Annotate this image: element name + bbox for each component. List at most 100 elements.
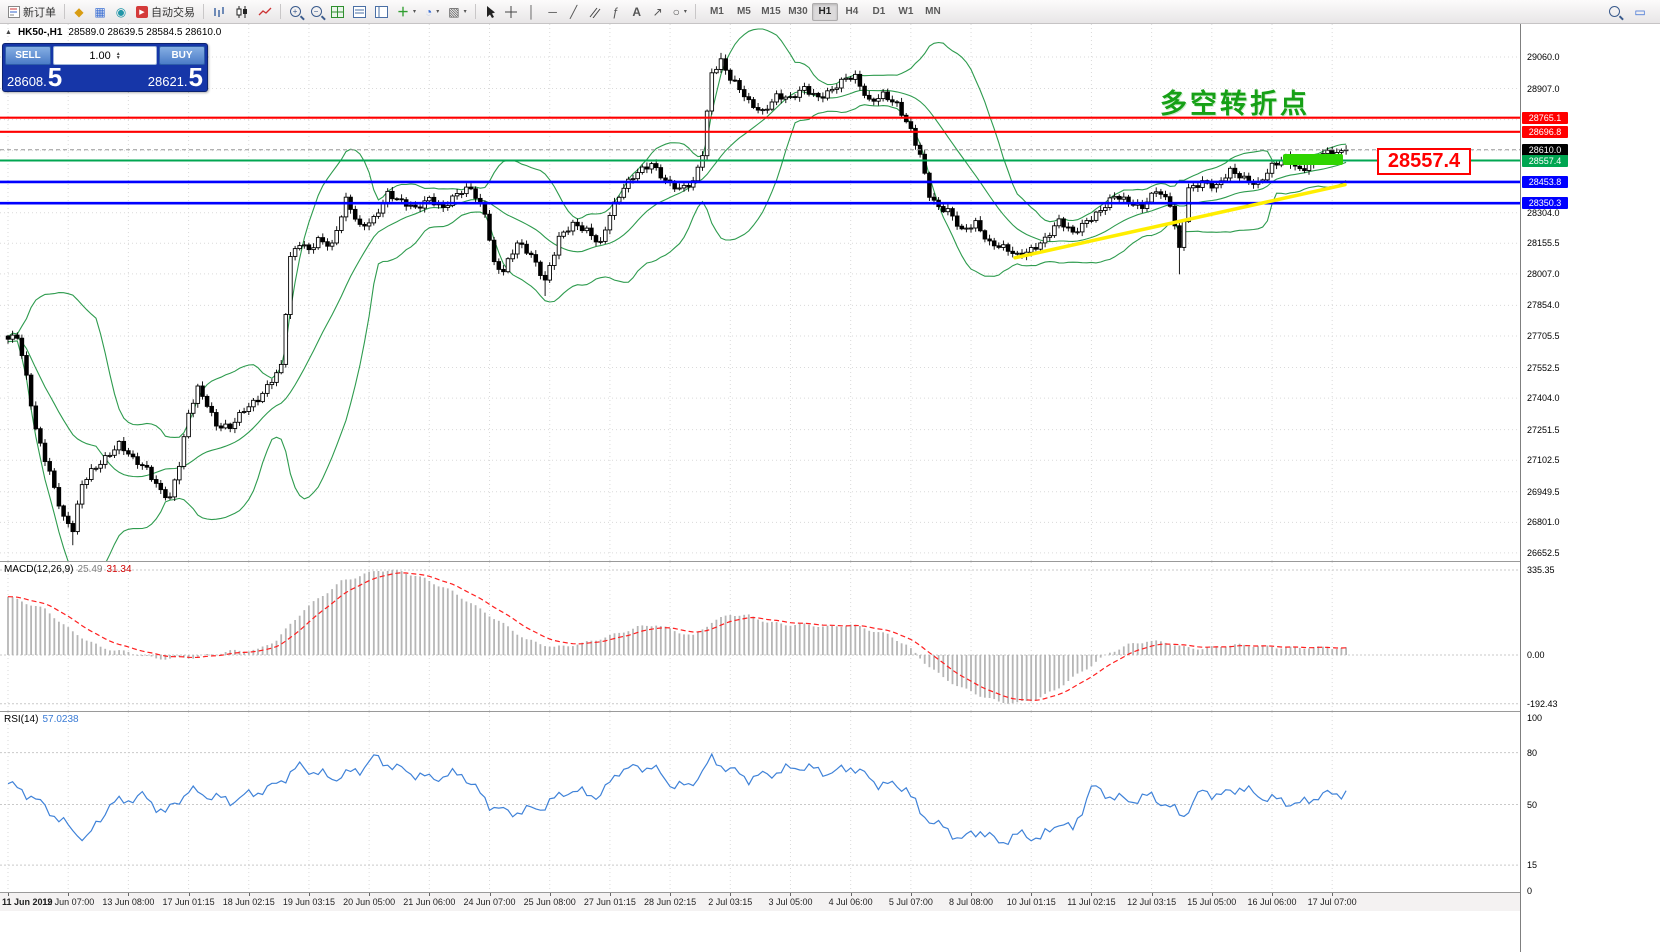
arrow-tool-button[interactable]: ↗	[648, 2, 668, 22]
price-axis-label: 27404.0	[1527, 393, 1560, 404]
zoom-in-button[interactable]: +	[285, 2, 305, 22]
time-axis-label: 17 Jul 07:00	[1307, 897, 1357, 907]
timeframe-w1-button[interactable]: W1	[898, 6, 914, 17]
chart-column: ▲ HK50-,H1 28589.0 28639.5 28584.5 28610…	[0, 24, 1520, 952]
main-chart-canvas[interactable]	[0, 24, 1520, 561]
templates-button[interactable]: ▧ ▾	[444, 2, 470, 22]
stepper-down-icon[interactable]: ▼	[115, 54, 121, 61]
line-chart-button[interactable]	[254, 2, 276, 22]
price-axis-label: 28907.0	[1527, 83, 1560, 94]
shapes-button[interactable]: ○ ▾	[669, 2, 691, 22]
time-axis[interactable]: 11 Jun 2019 12 Jun 07:00 13 Jun 08:00 17 Ju…	[0, 893, 1520, 911]
timeframe-m30-button[interactable]: M30	[788, 6, 808, 17]
time-tick	[549, 893, 551, 896]
buy-button[interactable]: BUY	[159, 46, 205, 65]
price-axis-label: 27102.5	[1527, 455, 1560, 466]
profiles-icon: ◔	[425, 4, 433, 19]
price-level-badge: 28350.3	[1522, 197, 1568, 210]
mql5-community-button[interactable]: ▭	[1630, 2, 1650, 22]
volume-value: 1.00	[89, 49, 111, 62]
timeframe-m1-button[interactable]: M1	[709, 6, 724, 17]
text-tool-button[interactable]: A	[627, 2, 647, 22]
price-level-badge: 28696.8	[1522, 125, 1568, 138]
rsi-canvas[interactable]	[0, 712, 1520, 892]
rsi-value: 57.0238	[42, 714, 79, 725]
search-button[interactable]	[1604, 2, 1624, 22]
price-axis-label: 26949.5	[1527, 486, 1560, 497]
one-click-toggle[interactable]: ▲	[5, 29, 12, 36]
toolbar: 新订单 ◆ ▦ ◉ ▶ 自动交易 + − ＋ ▾ ◔ ▾ ▧ ▾ │ ─ ╱ ƒ A …	[0, 0, 1660, 24]
macd-canvas[interactable]	[0, 562, 1520, 711]
community-button[interactable]: ◉	[111, 2, 131, 22]
vertical-line-button[interactable]: │	[522, 2, 542, 22]
time-tick	[971, 893, 973, 896]
volume-stepper[interactable]: ▲ ▼	[115, 50, 121, 61]
macd-signal-value: 31.34	[106, 564, 132, 575]
time-tick	[188, 893, 190, 896]
zoom-out-button[interactable]: −	[306, 2, 326, 22]
timeframe-mn-button[interactable]: MN	[925, 6, 941, 17]
data-window-button[interactable]	[349, 2, 370, 22]
horizontal-line-icon: ─	[548, 4, 557, 19]
price-axis-label: 26652.5	[1527, 547, 1560, 558]
candlestick-chart-button[interactable]	[231, 2, 253, 22]
arrow-tool-icon: ↗	[652, 4, 663, 19]
timeframe-d1-button[interactable]: D1	[872, 6, 886, 17]
horizontal-line-button[interactable]: ─	[543, 2, 563, 22]
time-tick	[1091, 893, 1093, 896]
sell-price-button[interactable]: 28608. 5	[7, 64, 62, 90]
chevron-down-icon: ▾	[436, 9, 440, 15]
time-tick	[1211, 893, 1213, 896]
rsi-pane: RSI(14) 57.0238	[0, 712, 1520, 893]
time-tick	[1332, 893, 1334, 896]
price-axis-label: 28155.5	[1527, 238, 1560, 249]
sell-button[interactable]: SELL	[5, 46, 51, 65]
chevron-down-icon: ▾	[413, 9, 417, 15]
stepper-up-icon[interactable]: ▲	[115, 50, 121, 57]
trendline-button[interactable]: ╱	[564, 2, 584, 22]
macd-axis-label: -192.43	[1527, 698, 1558, 709]
bar-chart-button[interactable]	[208, 2, 230, 22]
data-window-icon	[353, 5, 366, 18]
volume-input[interactable]: 1.00 ▲ ▼	[53, 46, 157, 65]
new-order-button[interactable]: 新订单	[4, 2, 60, 22]
cursor-button[interactable]	[480, 2, 500, 22]
buy-price-button[interactable]: 28621. 5	[148, 64, 203, 90]
chevron-down-icon: ▾	[683, 9, 687, 15]
separator	[694, 4, 696, 19]
time-tick	[429, 893, 431, 896]
time-axis-label: 25 Jun 08:00	[523, 897, 576, 907]
time-axis-label: 27 Jun 01:15	[583, 897, 636, 907]
price-axis-label: 28007.0	[1527, 268, 1560, 279]
time-axis-label: 10 Jul 01:15	[1006, 897, 1056, 907]
time-tick	[308, 893, 310, 896]
profiles-button[interactable]: ◔ ▾	[421, 2, 443, 22]
price-axis[interactable]: 29060.0 28907.0 28304.0 28155.5 28007.0 27854…	[1520, 24, 1660, 952]
navigator-window-button[interactable]	[371, 2, 392, 22]
turning-point-annotation: 多空转折点	[1160, 89, 1310, 119]
time-axis-label: 16 Jul 06:00	[1247, 897, 1297, 907]
market-watch-button[interactable]: ▦	[90, 2, 110, 22]
time-tick	[1151, 893, 1153, 896]
time-axis-label: 20 Jun 05:00	[343, 897, 396, 907]
tile-windows-button[interactable]	[327, 2, 348, 22]
macd-label: MACD(12,26,9) 25.49 31.34	[4, 564, 132, 575]
separator	[280, 4, 281, 19]
fibonacci-button[interactable]: ƒ	[606, 2, 626, 22]
time-tick	[609, 893, 611, 896]
timeframe-h4-button[interactable]: H4	[845, 6, 859, 17]
price-axis-label: 28304.0	[1527, 207, 1560, 218]
metaeditor-button[interactable]: ◆	[69, 2, 89, 22]
crosshair-button[interactable]	[501, 2, 521, 22]
new-chart-button[interactable]: ＋ ▾	[393, 2, 420, 22]
time-axis-label: 3 Jul 05:00	[768, 897, 813, 907]
search-icon	[1608, 6, 1620, 17]
market-watch-icon: ▦	[94, 4, 106, 19]
timeframe-m5-button[interactable]: M5	[736, 6, 751, 17]
timeframe-h1-button[interactable]: H1	[811, 2, 838, 21]
timeframe-m15-button[interactable]: M15	[761, 6, 781, 17]
autotrading-button[interactable]: ▶ 自动交易	[132, 2, 199, 22]
one-click-trading-panel: SELL 1.00 ▲ ▼ BUY 28608. 5 28621. 5	[2, 43, 208, 92]
time-tick	[670, 893, 672, 896]
equidistant-channel-button[interactable]	[585, 2, 605, 22]
